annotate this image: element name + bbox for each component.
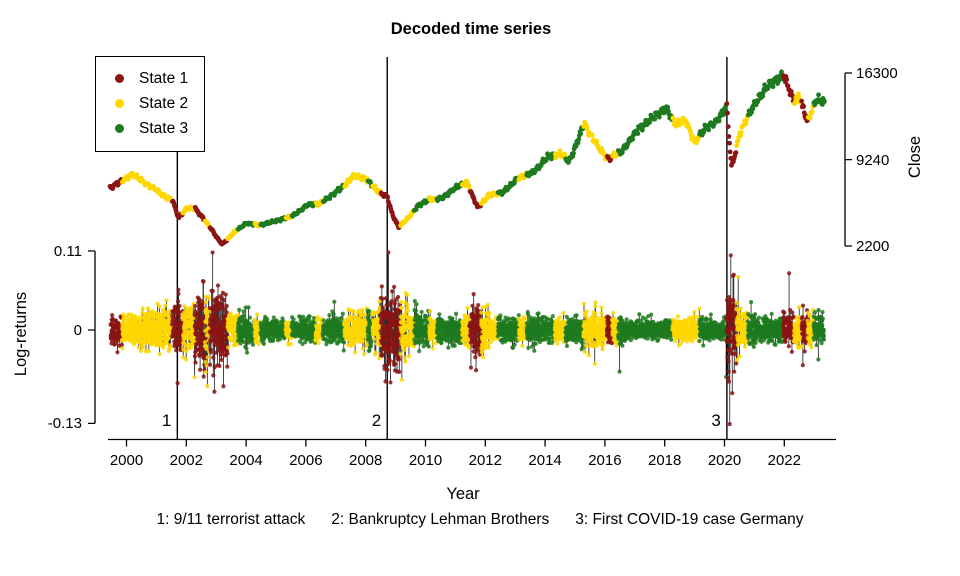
x-tick-label-2002: 2002	[169, 452, 203, 469]
x-tick-label-2014: 2014	[528, 452, 562, 469]
legend-label-state2: State 2	[139, 94, 189, 112]
x-tick-label-2020: 2020	[707, 452, 742, 469]
right-tick-label-9240: 9240	[856, 152, 890, 169]
x-tick-label-2016: 2016	[588, 452, 622, 469]
legend-label-state3: State 3	[139, 119, 189, 137]
x-tick-label-2008: 2008	[349, 452, 383, 469]
left-tick-label-0-11: 0.11	[53, 243, 82, 260]
left-tick-label-neg0-13: -0.13	[47, 415, 82, 432]
event-caption-1: 1: 9/11 terrorist attack	[156, 511, 306, 528]
event-marker-label-3: 3	[711, 411, 721, 430]
x-tick-label-2018: 2018	[648, 452, 682, 469]
chart-title: Decoded time series	[390, 20, 552, 38]
event-caption-3: 3: First COVID-19 case Germany	[575, 511, 804, 528]
events-caption: 1: 9/11 terrorist attack 2: Bankruptcy L…	[0, 511, 960, 529]
left-tick-label-0: 0	[73, 322, 82, 339]
legend-label-state1: State 1	[139, 69, 189, 87]
state2-marker-icon	[115, 99, 124, 108]
event-caption-2: 2: Bankruptcy Lehman Brothers	[331, 511, 550, 528]
state3-marker-icon	[115, 124, 124, 133]
legend-item-state2: State 2	[96, 91, 204, 116]
event-marker-label-2: 2	[371, 411, 382, 430]
legend-item-state1: State 1	[96, 66, 204, 91]
x-tick-label-2004: 2004	[229, 452, 263, 469]
x-tick-label-2000: 2000	[109, 452, 144, 469]
x-tick-label-2022: 2022	[767, 452, 801, 469]
event-marker-label-1: 1	[161, 411, 172, 430]
legend: State 1 State 2 State 3	[95, 56, 205, 152]
legend-item-state3: State 3	[96, 116, 204, 141]
right-tick-label-2200: 2200	[856, 238, 890, 255]
x-tick-label-2010: 2010	[408, 452, 443, 469]
x-tick-label-2006: 2006	[289, 452, 323, 469]
x-tick-label-2012: 2012	[468, 452, 502, 469]
right-tick-label-16300: 16300	[856, 65, 898, 82]
state1-marker-icon	[115, 74, 124, 83]
x-axis-title: Year	[446, 485, 480, 503]
